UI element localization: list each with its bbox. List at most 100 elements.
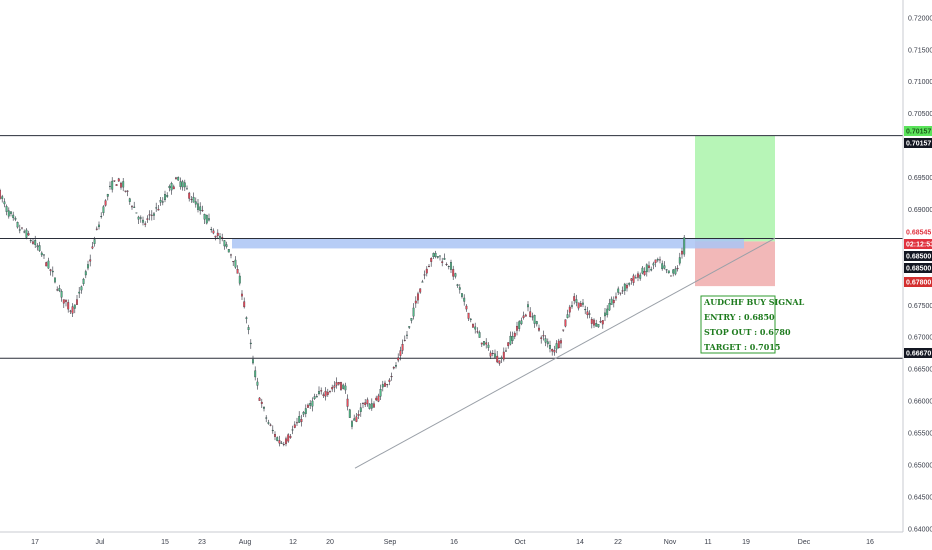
candle [29,238,32,244]
candle-body [221,237,224,239]
candle [76,294,78,305]
candle [73,304,76,314]
candle [183,179,186,191]
candle [665,269,668,274]
candle [681,247,683,259]
candle [194,197,197,208]
stop-price-tag: 0.67800 [904,277,932,287]
time-tick-label: Aug [239,539,252,546]
candle-body [157,208,160,211]
candle-body [355,416,358,422]
candle [93,236,96,247]
candle [21,227,23,230]
candle [590,317,593,329]
candle [663,261,666,270]
candle [670,275,672,277]
candle-body [654,259,657,263]
candle-body [601,320,604,325]
candle-body [216,232,219,236]
candle [282,441,285,447]
candle [89,254,92,267]
price-axis[interactable]: 0.72000 0.71500 0.71000 0.70500 0.69500 0.690… [908,15,932,533]
candle [150,210,153,221]
candle-body [500,357,503,359]
time-axis[interactable]: 17 Jul 15 23 Aug 12 20 Sep 16 Oct 14 22 Nov 11 19 Dec 16 [31,539,874,546]
candle-body [359,407,362,412]
time-tick-label: 23 [198,539,206,546]
candle [577,302,580,311]
candle [131,205,133,210]
candle [254,366,257,381]
candle [650,266,653,272]
candle-body [579,303,582,307]
candle [14,216,17,222]
candle [109,181,111,190]
candle [146,215,149,223]
candle [467,312,470,322]
candle-body [529,311,532,318]
candle-body [18,229,21,231]
candle [190,196,193,203]
candle [313,393,316,400]
candle [507,342,510,349]
candle-body [417,293,419,301]
candle-body [465,305,468,310]
candle-body [535,321,538,325]
candle-body [219,235,221,240]
candle-body [210,229,213,231]
candle [3,198,6,208]
candle-body [566,314,569,318]
candle [634,274,637,279]
candle [560,338,562,349]
candle-body [533,315,536,324]
candle-body [467,312,470,319]
candle [212,228,215,235]
candle-body [498,360,501,364]
candle-body [621,290,624,292]
candle [139,215,142,223]
candle-body [212,230,215,234]
candle-body [201,209,204,212]
candle [667,270,670,274]
target-line-tag-bg [904,138,932,148]
candle-body [150,214,153,216]
candle [557,338,560,349]
candle-body [311,400,314,407]
candle-body [320,390,323,392]
candle [208,213,210,222]
candle [531,312,534,321]
candle-body [29,240,32,242]
candle-body [252,359,254,364]
candle-body [604,312,606,317]
candle-body [71,306,74,314]
candle [25,228,28,240]
candle [454,272,457,279]
candle [175,176,177,180]
candle-body [612,300,615,304]
candle [230,253,232,259]
candle-body [392,367,395,369]
candle-body [234,259,237,268]
candle-body [128,198,131,202]
candle-body [263,407,265,409]
candle-body [617,288,620,293]
candle [562,329,565,332]
candle-body [555,343,558,350]
candle-body [645,264,648,273]
target-price-tag-bg [904,126,932,136]
trendline-layer [354,237,776,469]
candle-body [179,181,182,187]
candle-body [298,416,301,423]
candle-body [188,192,191,199]
candle-body [285,438,287,445]
candle [203,213,206,224]
candle [661,260,664,271]
candle [148,210,151,221]
candle [23,229,26,234]
candle [84,269,87,279]
candle-body [364,402,367,405]
candle-body [331,387,334,390]
candle-body [410,318,413,321]
candle [267,419,270,425]
